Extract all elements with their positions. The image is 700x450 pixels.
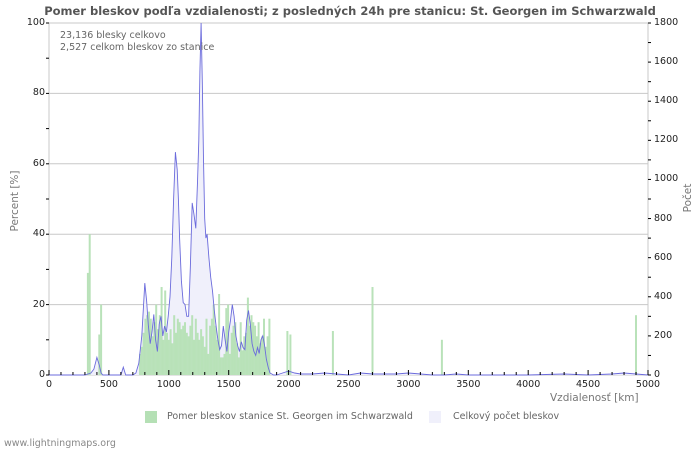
- station-strikes-text: 2,527 celkom bleskov zo stanice: [60, 42, 215, 53]
- x-tick-label: 3000: [396, 379, 421, 390]
- x-tick-label: 500: [99, 379, 118, 390]
- x-tick-label: 2500: [336, 379, 361, 390]
- total-strikes-text: 23,136 blesky celkovo: [60, 30, 166, 41]
- left-tick-label: 100: [26, 17, 45, 28]
- right-tick-label: 400: [654, 290, 673, 302]
- right-tick-label: 1400: [654, 95, 679, 107]
- x-tick-label: 2000: [276, 379, 301, 390]
- right-tick-label: 1800: [654, 17, 679, 28]
- left-tick-label: 80: [32, 87, 45, 99]
- legend-station-swatch: [145, 411, 157, 423]
- x-tick-label: 0: [45, 379, 53, 390]
- left-tick-label: 0: [38, 369, 45, 380]
- right-tick-label: 200: [654, 329, 673, 341]
- right-tick-label: 0: [654, 369, 661, 380]
- right-tick-label: 1000: [654, 173, 679, 185]
- right-tick-label: 1600: [654, 56, 679, 68]
- site-credit: www.lightningmaps.org: [4, 438, 116, 449]
- x-tick-label: 5000: [635, 379, 661, 390]
- right-tick-label: 800: [654, 212, 673, 224]
- right-tick-label: 1200: [654, 134, 679, 146]
- x-tick-label: 4000: [516, 379, 541, 390]
- x-tick-label: 1500: [216, 379, 241, 390]
- x-tick-label: 1000: [156, 379, 181, 390]
- x-tick-label: 4500: [576, 379, 601, 390]
- x-tick-label: 3500: [456, 379, 481, 390]
- left-tick-label: 40: [32, 228, 45, 240]
- chart-title: Pomer bleskov podľa vzdialenosti; z posl…: [44, 4, 656, 18]
- left-tick-label: 60: [32, 157, 45, 169]
- right-axis-label: Počet: [682, 183, 694, 213]
- left-axis-label: Percent [%]: [9, 170, 21, 232]
- x-axis-label: Vzdialenosť [km]: [550, 392, 639, 404]
- legend-total-swatch: [429, 411, 441, 423]
- legend-total-label: Celkový počet bleskov: [453, 411, 560, 422]
- left-tick-label: 20: [32, 298, 45, 310]
- right-tick-label: 600: [654, 251, 673, 263]
- legend-station-label: Pomer bleskov stanice St. Georgen im Sch…: [167, 411, 413, 422]
